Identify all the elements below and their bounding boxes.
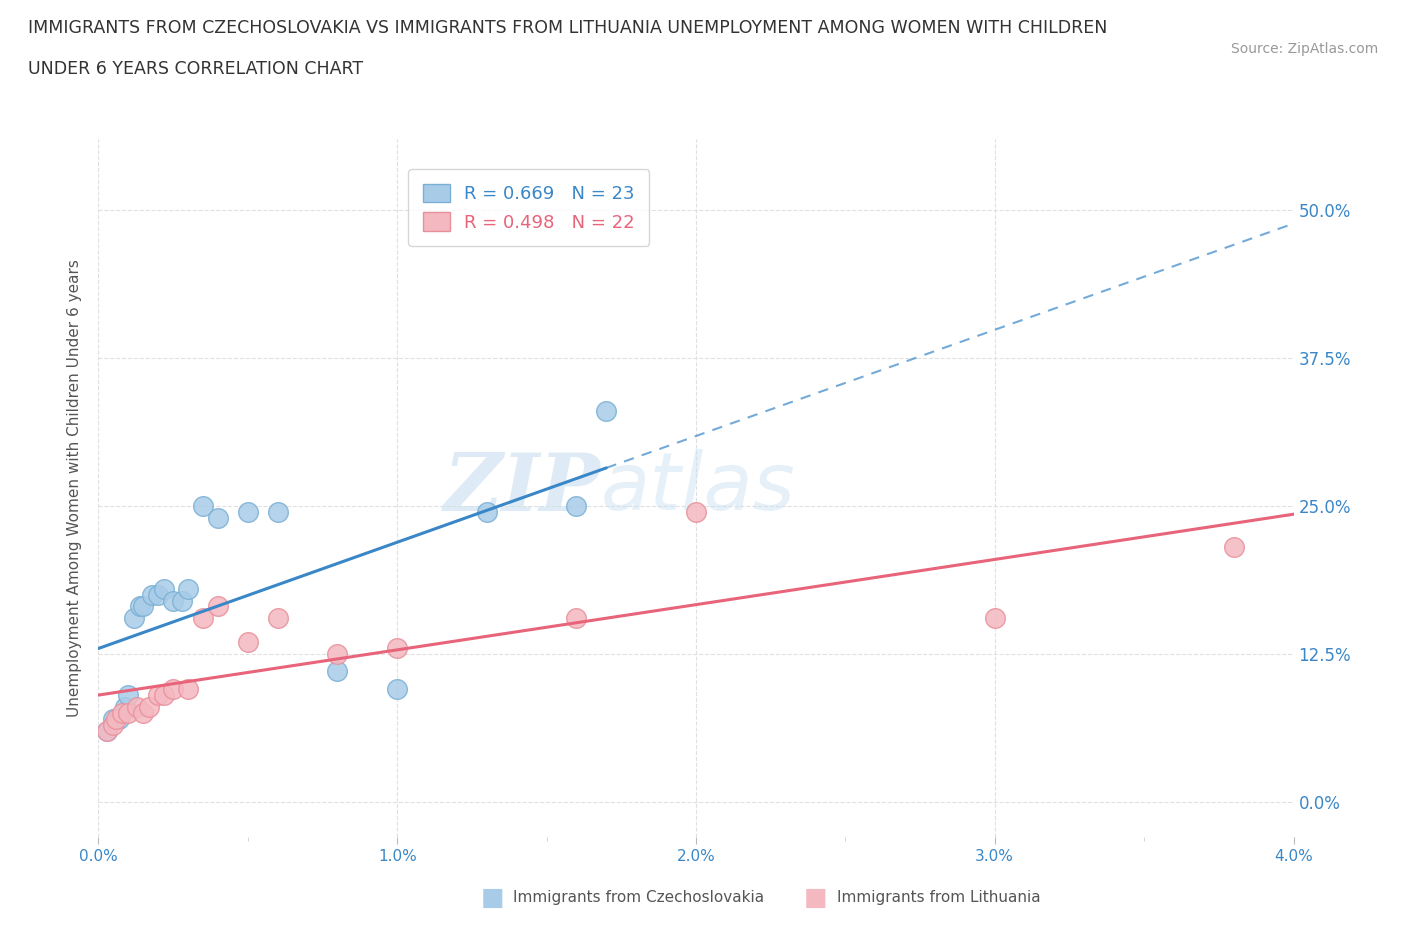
Point [124,611,146,626]
Point [117,706,139,721]
Text: Immigrants from Lithuania: Immigrants from Lithuania [837,890,1040,905]
Point [162,682,184,697]
Text: ■: ■ [481,885,503,910]
Point [117,687,139,702]
Point [565,498,588,513]
Point [138,699,160,714]
Point [475,504,498,519]
Point [96,724,118,738]
Legend: R = 0.669   N = 23, R = 0.498   N = 22: R = 0.669 N = 23, R = 0.498 N = 22 [408,169,650,246]
Point [1222,540,1246,555]
Point [162,593,184,608]
Y-axis label: Unemployment Among Women with Children Under 6 years: Unemployment Among Women with Children U… [67,259,83,717]
Point [385,682,409,697]
Point [267,504,290,519]
Point [129,599,152,614]
Point [236,504,259,519]
Point [132,599,155,614]
Point [207,599,229,614]
Point [111,706,134,721]
Point [685,504,707,519]
Point [565,611,588,626]
Text: IMMIGRANTS FROM CZECHOSLOVAKIA VS IMMIGRANTS FROM LITHUANIA UNEMPLOYMENT AMONG W: IMMIGRANTS FROM CZECHOSLOVAKIA VS IMMIGR… [28,19,1108,36]
Text: Immigrants from Czechoslovakia: Immigrants from Czechoslovakia [513,890,765,905]
Point [148,687,170,702]
Point [177,682,200,697]
Point [105,711,128,726]
Point [191,498,214,513]
Point [191,611,214,626]
Point [172,593,194,608]
Point [141,587,163,602]
Point [177,581,200,596]
Text: ■: ■ [804,885,827,910]
Point [127,699,149,714]
Point [114,699,136,714]
Point [132,706,155,721]
Point [983,611,1005,626]
Point [103,711,125,726]
Point [267,611,290,626]
Point [148,587,170,602]
Point [207,511,229,525]
Point [103,717,125,732]
Point [595,404,617,418]
Point [153,687,176,702]
Text: atlas: atlas [600,449,796,527]
Text: ZIP: ZIP [443,449,600,527]
Point [96,724,118,738]
Text: UNDER 6 YEARS CORRELATION CHART: UNDER 6 YEARS CORRELATION CHART [28,60,363,78]
Point [385,641,409,656]
Text: Source: ZipAtlas.com: Source: ZipAtlas.com [1230,42,1378,56]
Point [153,581,176,596]
Point [236,634,259,649]
Point [108,711,131,726]
Point [326,664,349,679]
Point [326,646,349,661]
